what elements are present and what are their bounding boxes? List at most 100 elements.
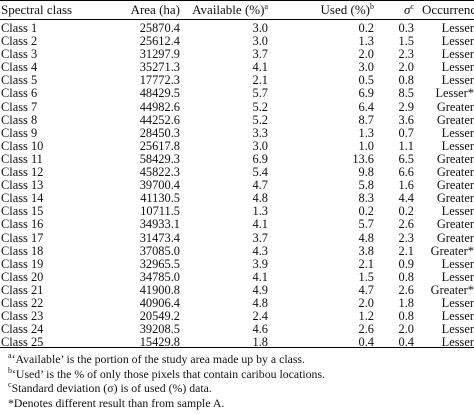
cell-used: 4.8 — [358, 230, 375, 245]
cell-sigma: 1.8 — [398, 295, 415, 310]
table-body: Class 1 25870.4 3.0 0.2 0.3 Lesser Class 2 2561… — [0, 20, 474, 349]
table-row: Class 12 45822.3 5.4 9.8 6.6 Greater — [0, 165, 474, 180]
cell-sigma: 0.9 — [398, 256, 415, 271]
cell-sigma: 1.5 — [398, 34, 415, 49]
cell-occurrence: Lesser — [441, 256, 474, 271]
cell-spectral-class: Class 18 — [1, 243, 44, 258]
cell-used: 1.5 — [358, 269, 375, 284]
cell-sigma: 2.0 — [398, 322, 415, 337]
cell-occurrence: Greater — [436, 230, 474, 245]
cell-available: 4.1 — [252, 217, 269, 232]
cell-occurrence: Greater — [436, 151, 474, 166]
cell-occurrence: Greater — [436, 112, 474, 127]
cell-spectral-class: Class 23 — [1, 309, 44, 324]
cell-used: 2.0 — [358, 47, 375, 62]
cell-sigma: 6.5 — [398, 151, 415, 166]
cell-used: 1.0 — [358, 138, 375, 153]
cell-spectral-class: Class 17 — [1, 230, 44, 245]
cell-occurrence: Greater — [436, 178, 474, 193]
table-row: Class 10 25617.8 3.0 1.0 1.1 Lesser — [0, 138, 474, 153]
cell-area: 39700.4 — [139, 178, 180, 193]
cell-available: 3.7 — [252, 230, 269, 245]
cell-available: 5.2 — [252, 112, 269, 127]
cell-sigma: 2.1 — [398, 243, 415, 258]
table-row: Class 18 37085.0 4.3 3.8 2.1 Greater* — [0, 243, 474, 258]
cell-available: 2.1 — [252, 73, 269, 88]
cell-area: 37085.0 — [139, 243, 180, 258]
cell-spectral-class: Class 2 — [1, 34, 38, 49]
cell-used: 2.1 — [358, 256, 375, 271]
cell-area: 25870.4 — [139, 21, 180, 35]
cell-area: 31473.4 — [139, 230, 180, 245]
cell-sigma: 0.8 — [398, 309, 415, 324]
cell-used: 6.9 — [358, 86, 375, 101]
cell-sigma: 0.3 — [398, 21, 415, 35]
cell-available: 1.8 — [252, 335, 269, 350]
cell-available: 3.9 — [252, 256, 269, 271]
cell-occurrence: Lesser — [441, 21, 474, 35]
cell-area: 41130.5 — [140, 191, 180, 206]
table-row: Class 3 31297.9 3.7 2.0 2.3 Lesser — [0, 48, 474, 61]
cell-available: 5.4 — [252, 165, 269, 180]
cell-sigma: 1.1 — [398, 138, 415, 153]
footnote-sigma: cStandard deviation (σ) is of used (%) d… — [8, 380, 212, 396]
header-available: Available (%)a — [192, 2, 268, 17]
cell-sigma: 0.4 — [398, 335, 415, 350]
cell-available: 2.4 — [252, 309, 269, 324]
table-row: Class 5 17772.3 2.1 0.5 0.8 Lesser — [0, 74, 474, 87]
cell-occurrence: Lesser — [441, 125, 474, 140]
cell-used: 6.4 — [358, 99, 375, 114]
cell-occurrence: Lesser* — [435, 86, 474, 101]
cell-available: 3.0 — [252, 138, 269, 153]
cell-available: 4.8 — [252, 191, 269, 206]
cell-occurrence: Lesser — [441, 34, 474, 49]
cell-area: 20549.2 — [139, 309, 180, 324]
footnote-available: a‘Available’ is the portion of the study… — [8, 351, 305, 367]
cell-occurrence: Lesser — [441, 47, 474, 62]
cell-available: 4.1 — [252, 60, 269, 75]
cell-available: 3.3 — [252, 125, 269, 140]
table-row: Class 24 39208.5 4.6 2.6 2.0 Lesser — [0, 323, 474, 336]
cell-area: 44252.6 — [139, 112, 180, 127]
cell-occurrence: Lesser — [441, 295, 474, 310]
cell-area: 10711.5 — [140, 204, 180, 219]
cell-occurrence: Lesser — [441, 73, 474, 88]
cell-spectral-class: Class 7 — [1, 99, 38, 114]
cell-used: 0.5 — [358, 73, 375, 88]
cell-area: 35271.3 — [139, 60, 180, 75]
table-row: Class 21 41900.8 4.9 4.7 2.6 Greater* — [0, 282, 474, 297]
cell-sigma: 2.3 — [398, 47, 415, 62]
cell-spectral-class: Class 19 — [1, 256, 44, 271]
cell-used: 2.0 — [358, 295, 375, 310]
table-row: Class 23 20549.2 2.4 1.2 0.8 Lesser — [0, 309, 474, 324]
table-footnotes: a‘Available’ is the portion of the study… — [8, 352, 474, 410]
cell-sigma: 2.0 — [398, 60, 415, 75]
table-row: Class 14 41130.5 4.8 8.3 4.4 Greater — [0, 192, 474, 205]
cell-spectral-class: Class 22 — [1, 295, 44, 310]
cell-sigma: 3.6 — [398, 112, 415, 127]
table-header-rule — [0, 19, 474, 20]
cell-spectral-class: Class 14 — [1, 191, 44, 206]
cell-used: 3.0 — [358, 60, 375, 75]
cell-sigma: 6.6 — [398, 165, 415, 180]
cell-available: 4.3 — [252, 243, 269, 258]
table-bottom-rule — [0, 347, 474, 348]
cell-spectral-class: Class 10 — [1, 138, 44, 153]
cell-spectral-class: Class 21 — [1, 282, 44, 297]
table-row: Class 4 35271.3 4.1 3.0 2.0 Lesser — [0, 61, 474, 74]
cell-sigma: 0.2 — [398, 204, 415, 219]
cell-used: 0.2 — [358, 204, 375, 219]
cell-available: 5.2 — [252, 99, 269, 114]
cell-occurrence: Lesser — [441, 204, 474, 219]
cell-area: 34933.1 — [139, 217, 180, 232]
table-row: Class 8 44252.6 5.2 8.7 3.6 Greater — [0, 112, 474, 127]
cell-area: 40906.4 — [139, 295, 180, 310]
cell-occurrence: Greater — [436, 99, 474, 114]
cell-spectral-class: Class 24 — [1, 322, 44, 337]
table-header-row: Spectral class Area (ha) Available (%)a … — [0, 0, 474, 20]
cell-used: 0.2 — [358, 21, 375, 35]
cell-occurrence: Greater — [436, 217, 474, 232]
cell-sigma: 8.5 — [398, 86, 415, 101]
header-occurrence: Occurrence — [422, 2, 474, 17]
cell-occurrence: Lesser — [441, 335, 474, 350]
